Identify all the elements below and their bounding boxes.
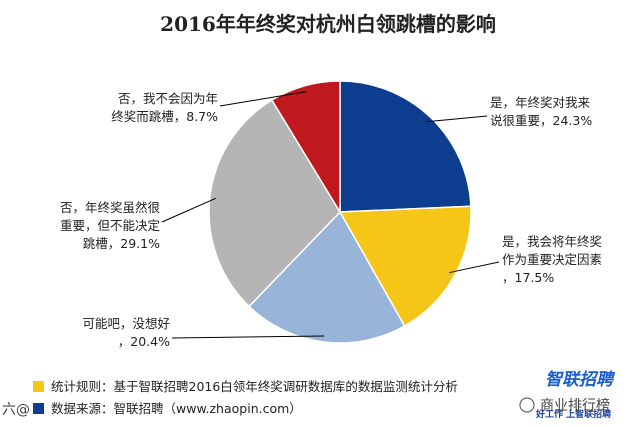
- leader-line: [426, 115, 488, 123]
- slice-label: 可能吧，没想好，20.4%: [82, 316, 170, 349]
- pie-slices: [208, 80, 472, 344]
- wechat-icon: [519, 397, 535, 413]
- pie-slice: [339, 80, 472, 213]
- pie-slice: [270, 80, 341, 215]
- leader-line: [161, 197, 216, 223]
- method-legend-swatch: [33, 381, 44, 392]
- zhaopin-logo: 智联招聘 好工作 上智联招聘: [535, 370, 616, 420]
- svg-text:商业排行榜: 商业排行榜: [540, 397, 610, 414]
- leader-line: [449, 261, 500, 274]
- leader-line: [171, 335, 325, 339]
- pie-slice: [338, 205, 472, 328]
- method-note: 统计规则：基于智联招聘2016白领年终奖调研数据库的数据监测统计分析: [51, 379, 458, 394]
- leader-lines: [161, 91, 500, 339]
- slice-labels: 是，年终奖对我来说很重要，24.3% 是，我会将年终奖作为重要决定因素，17.5%…: [60, 91, 602, 349]
- leader-line: [219, 91, 307, 107]
- pie-slice: [208, 99, 341, 308]
- watermark-right: 商业排行榜: [519, 397, 610, 414]
- logo-name: 智联招聘: [545, 370, 616, 390]
- source-legend-swatch: [33, 403, 44, 414]
- logo-slogan: 好工作 上智联招聘: [535, 408, 611, 420]
- pie-slice: [248, 210, 406, 344]
- slice-label: 否，我不会因为年终奖而跳槽，8.7%: [111, 91, 218, 124]
- source-note: 数据来源：智联招聘（www.zhaopin.com）: [51, 401, 302, 416]
- watermark-left: 六@: [2, 402, 30, 418]
- chart-title: 2016年年终奖对杭州白领跳槽的影响: [160, 12, 496, 36]
- slice-label: 是，年终奖对我来说很重要，24.3%: [490, 95, 592, 128]
- slice-label: 否，年终奖虽然很重要，但不能决定跳槽，29.1%: [60, 200, 161, 251]
- slice-label: 是，我会将年终奖作为重要决定因素，17.5%: [502, 234, 602, 285]
